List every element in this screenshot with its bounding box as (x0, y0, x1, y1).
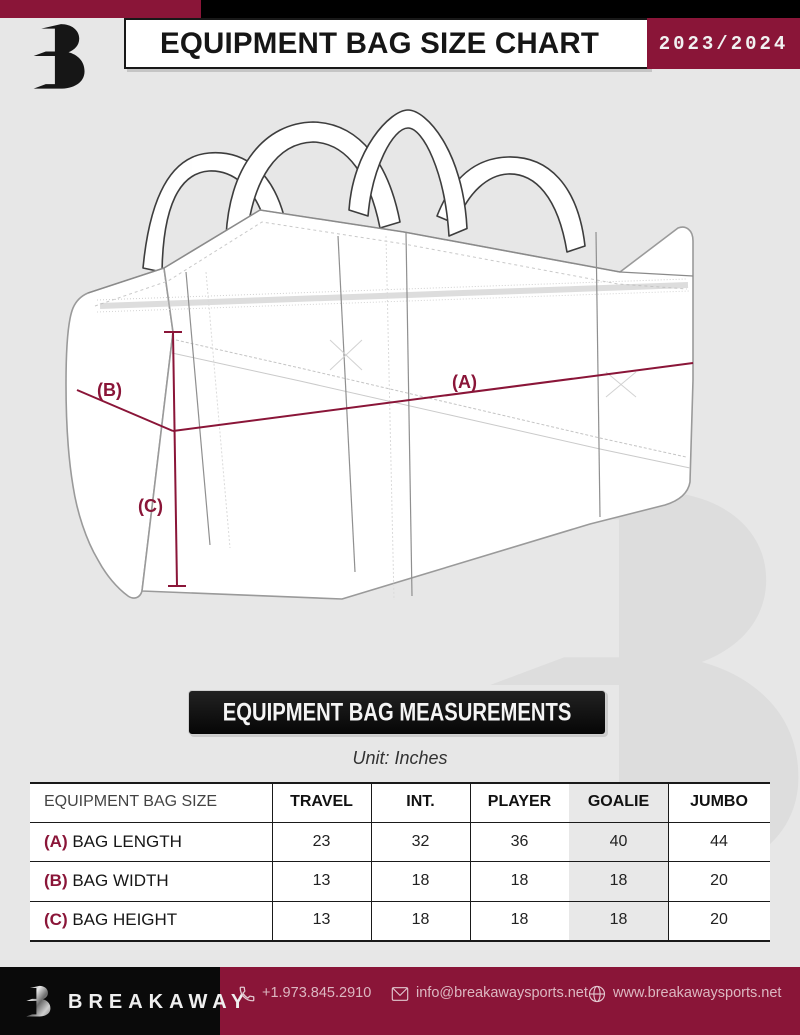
svg-text:(C): (C) (138, 496, 163, 516)
svg-text:(A): (A) (452, 372, 477, 392)
svg-text:(B): (B) (97, 380, 122, 400)
